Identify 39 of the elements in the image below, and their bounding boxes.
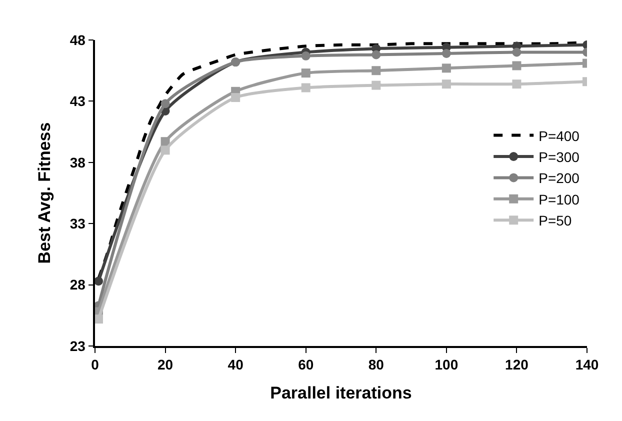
point xyxy=(372,80,381,90)
point xyxy=(301,51,310,60)
x-tick-label: 120 xyxy=(505,356,529,373)
point xyxy=(442,64,451,73)
y-tick-label: 33 xyxy=(70,216,86,232)
y-tick-label: 38 xyxy=(70,154,86,170)
x-axis-title: Parallel iterations xyxy=(270,383,412,402)
point xyxy=(372,66,381,76)
x-tick-label: 0 xyxy=(91,356,100,373)
y-tick-label: 43 xyxy=(70,93,86,110)
point xyxy=(512,61,522,70)
legend-label: P=50 xyxy=(538,212,572,229)
point xyxy=(301,68,310,78)
y-tick-label: 28 xyxy=(70,276,86,293)
y-tick-label: 48 xyxy=(70,32,86,48)
point xyxy=(95,276,104,286)
legend-label: P=100 xyxy=(538,191,580,208)
x-tick-label: 80 xyxy=(368,356,384,373)
y-axis-title: Best Avg. Fitness xyxy=(34,122,54,264)
point xyxy=(372,50,381,60)
x-tick-label: 60 xyxy=(298,356,314,373)
point xyxy=(231,93,240,102)
x-tick-label: 40 xyxy=(228,356,244,373)
point xyxy=(512,48,522,57)
x-tick-label: 100 xyxy=(434,356,458,373)
point xyxy=(512,80,522,89)
point xyxy=(95,314,104,324)
legend-label: P=300 xyxy=(538,148,580,165)
y-tick-label: 23 xyxy=(70,338,86,354)
x-tick-label: 140 xyxy=(575,356,599,373)
legend-label: P=200 xyxy=(538,170,580,186)
point xyxy=(160,137,170,146)
x-tick-label: 20 xyxy=(158,356,174,373)
point xyxy=(442,48,451,58)
point xyxy=(160,99,170,108)
point xyxy=(160,146,170,155)
point xyxy=(442,80,451,89)
legend-label: P=400 xyxy=(538,128,580,144)
point xyxy=(301,83,310,92)
